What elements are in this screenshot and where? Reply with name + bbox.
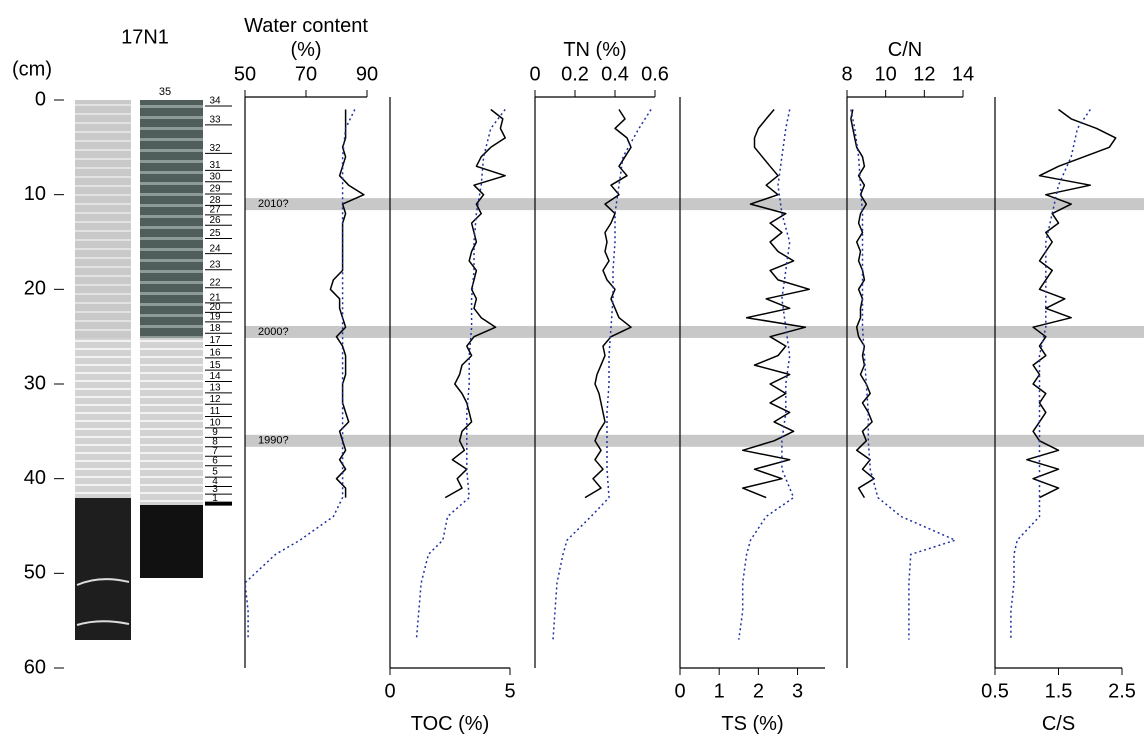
y-tick-label: 10 (24, 183, 46, 205)
layer-label: 13 (209, 382, 221, 393)
x-tick-label: 0.6 (641, 63, 669, 85)
layer-label: 5 (212, 467, 218, 478)
event-label: 1990? (258, 435, 289, 447)
x-tick-label: 0 (529, 63, 540, 85)
x-axis-label: C/N (887, 39, 923, 61)
profile-line (415, 109, 506, 640)
x-axis-label: TS (%) (721, 713, 784, 735)
layer-label: 32 (209, 143, 221, 154)
profile-line (329, 109, 365, 498)
x-axis-label: TOC (%) (410, 713, 490, 735)
x-tick-label: 1 (714, 680, 725, 702)
layer-label: 21 (209, 293, 221, 304)
x-tick-label: 0.2 (561, 63, 589, 85)
event-label: 2010? (258, 198, 289, 210)
y-tick-label: 30 (24, 372, 46, 394)
y-axis-label: (cm) (12, 58, 52, 80)
layer-label: 25 (209, 228, 221, 239)
profile-line (850, 109, 957, 640)
core-image (75, 498, 131, 640)
y-tick-label: 50 (24, 562, 46, 584)
profile-line (584, 109, 632, 499)
layer-label: 4 (212, 476, 218, 487)
core-images (75, 100, 203, 640)
layer-label: 35 (159, 86, 171, 98)
layer-label: 29 (209, 184, 221, 195)
layer-label: 20 (209, 302, 221, 313)
layer-label: 19 (209, 311, 221, 322)
layer-label: 7 (212, 446, 218, 457)
x-tick-label: 0 (674, 680, 685, 702)
x-tick-label: 8 (841, 63, 852, 85)
x-tick-label: 3 (792, 680, 803, 702)
layer-label: 15 (209, 360, 221, 371)
layer-label: 28 (209, 195, 221, 206)
layer-label: 14 (209, 371, 221, 382)
core-crack (76, 578, 130, 626)
x-tick-label: 70 (295, 63, 317, 85)
layer-label: 18 (209, 323, 221, 334)
profile-line (444, 108, 506, 499)
layer-label: 27 (209, 205, 221, 216)
layer-label: 17 (209, 335, 221, 346)
layer-label: 33 (209, 115, 221, 126)
x-tick-label: 1.5 (1045, 680, 1073, 702)
x-axis-label: Water content (%) (244, 15, 368, 61)
profile-line (738, 109, 795, 640)
x-tick-label: 14 (952, 63, 974, 85)
profile-line (1026, 108, 1117, 499)
layer-label: 11 (210, 406, 221, 417)
core-image (140, 505, 203, 578)
layer-label: 24 (209, 243, 221, 254)
layer-label: 1 (212, 493, 218, 504)
layer-label: 22 (209, 277, 221, 288)
core-image (75, 100, 131, 338)
core-image (75, 338, 131, 498)
layer-label: 9 (212, 427, 218, 438)
layer-label: 10 (209, 418, 221, 429)
profile-line (244, 109, 356, 640)
x-tick-label: 50 (234, 63, 256, 85)
profile-line (741, 109, 811, 499)
layer-label: 30 (209, 171, 221, 182)
x-tick-label: 0.5 (981, 680, 1009, 702)
x-tick-label: 12 (913, 63, 935, 85)
layer-label: 26 (209, 215, 221, 226)
core-image (140, 100, 203, 338)
layer-label: 23 (209, 259, 221, 270)
profile-line (552, 109, 652, 640)
y-tick-label: 60 (24, 656, 46, 678)
layer-label: 3 (212, 484, 218, 495)
y-tick-label: 20 (24, 278, 46, 300)
event-band (245, 325, 1144, 338)
event-band (245, 198, 1144, 211)
x-tick-label: 2 (753, 680, 764, 702)
x-tick-label: 90 (356, 63, 378, 85)
x-axis-label: TN (%) (563, 39, 627, 61)
x-tick-label: 5 (504, 680, 515, 702)
core-label: 17N1 (121, 26, 169, 48)
core-image (140, 338, 203, 505)
layer-label: 6 (212, 455, 218, 466)
layer-label: 8 (212, 436, 218, 447)
y-tick-label: 40 (24, 467, 46, 489)
y-tick-label: 0 (35, 88, 46, 110)
x-tick-label: 0 (384, 680, 395, 702)
profile-line (1010, 109, 1091, 640)
event-band (245, 434, 1144, 447)
x-axis-label: C/S (1041, 713, 1076, 735)
x-tick-label: 2.5 (1108, 680, 1136, 702)
layer-label: 31 (209, 160, 221, 171)
x-tick-label: 0.4 (601, 63, 629, 85)
layer-label: 12 (209, 394, 221, 405)
layer-label: 34 (209, 96, 221, 107)
layer-label: 16 (209, 347, 221, 358)
x-tick-label: 10 (875, 63, 897, 85)
event-label: 2000? (258, 326, 289, 338)
